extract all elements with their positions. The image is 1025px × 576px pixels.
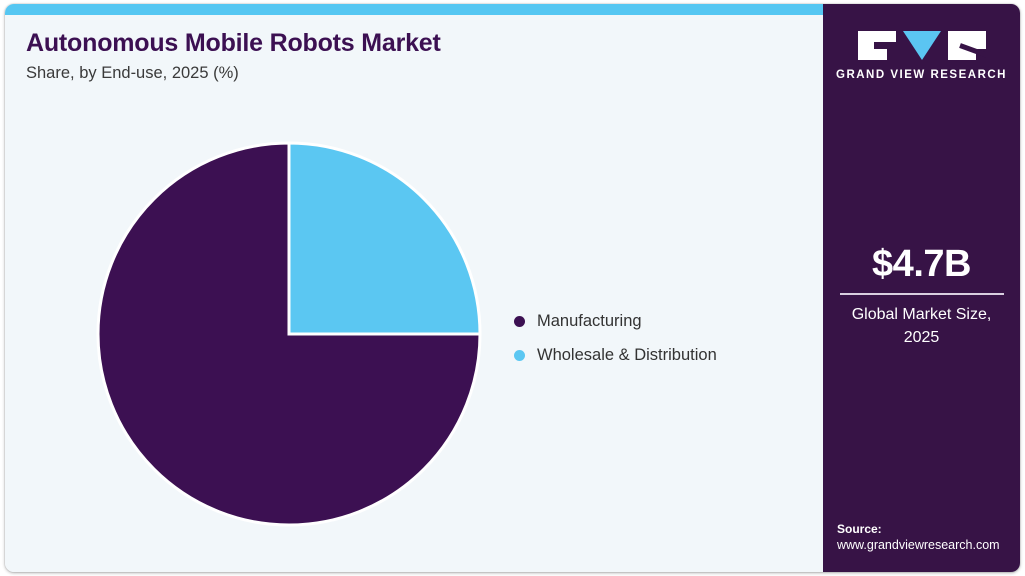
pie-slice bbox=[287, 141, 482, 336]
market-size-stat: $4.7B Global Market Size, 2025 bbox=[823, 242, 1020, 349]
stat-value: $4.7B bbox=[872, 243, 971, 285]
chart-legend: Manufacturing Wholesale & Distribution bbox=[514, 304, 814, 372]
legend-swatch-icon bbox=[514, 349, 525, 361]
source-url: www.grandviewresearch.com bbox=[837, 538, 1000, 552]
pie-chart-svg bbox=[96, 141, 482, 527]
sidebar: GRAND VIEW RESEARCH $4.7B Global Market … bbox=[823, 4, 1020, 572]
page-subtitle: Share, by End-use, 2025 (%) bbox=[26, 64, 239, 82]
header: Autonomous Mobile Robots Market Share, b… bbox=[26, 28, 786, 84]
source-block: Source: www.grandviewresearch.com bbox=[837, 521, 1020, 554]
infographic-card: Autonomous Mobile Robots Market Share, b… bbox=[5, 4, 1020, 572]
stat-caption: Global Market Size, 2025 bbox=[851, 306, 992, 346]
legend-label: Wholesale & Distribution bbox=[537, 346, 717, 364]
logo-letter-r-icon bbox=[947, 31, 986, 60]
page-title: Autonomous Mobile Robots Market bbox=[26, 29, 441, 57]
source-label: Source: bbox=[837, 522, 882, 536]
legend-swatch-icon bbox=[514, 315, 525, 327]
main-panel: Autonomous Mobile Robots Market Share, b… bbox=[5, 4, 823, 572]
legend-item-wholesale-distribution: Wholesale & Distribution bbox=[514, 338, 814, 372]
logo-letter-v-icon bbox=[902, 31, 941, 60]
logo-marks bbox=[823, 31, 1020, 60]
legend-label: Manufacturing bbox=[537, 312, 642, 330]
brand-name: GRAND VIEW RESEARCH bbox=[836, 69, 1007, 81]
top-accent-bar bbox=[5, 4, 823, 15]
logo-letter-g-icon bbox=[857, 31, 896, 60]
brand-logo: GRAND VIEW RESEARCH bbox=[823, 31, 1020, 81]
pie-slice bbox=[96, 141, 482, 527]
pie-chart bbox=[95, 140, 483, 528]
legend-item-manufacturing: Manufacturing bbox=[514, 304, 814, 338]
stat-divider bbox=[839, 293, 1004, 295]
